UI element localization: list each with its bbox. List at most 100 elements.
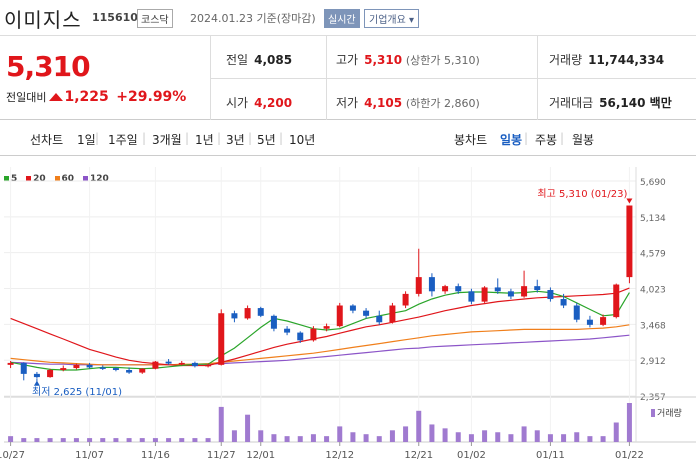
candle-chart-label: 봉차트 <box>454 133 488 147</box>
tab-1d[interactable]: 1일 <box>77 133 96 147</box>
volume-bar <box>87 438 93 442</box>
tab-1y[interactable]: 1년 <box>195 133 214 147</box>
volume-bar <box>126 438 132 442</box>
candle-body <box>376 315 383 323</box>
company-info-dropdown[interactable]: 기업개요 ▾ <box>364 9 419 28</box>
candle-body <box>613 284 620 318</box>
open-price: 시가 4,200 <box>226 96 293 110</box>
divider: | <box>248 131 253 145</box>
legend-ma120: 120 <box>82 174 109 184</box>
current-price: 5,310 <box>6 50 91 83</box>
volume-bar <box>192 438 198 442</box>
x-tick-label: 11/27 <box>207 450 236 461</box>
candle-body <box>389 305 396 323</box>
tab-monthly[interactable]: 월봉 <box>572 133 595 147</box>
candle-body <box>205 364 212 367</box>
volume-bar <box>600 436 606 442</box>
candle-body <box>415 277 422 294</box>
candle-body <box>165 361 172 364</box>
volume-bar <box>231 430 237 442</box>
candle-body <box>152 361 159 369</box>
candle-body <box>178 362 185 365</box>
y-tick-label: 2,912 <box>640 357 666 367</box>
volume-bar <box>376 436 382 442</box>
volume-label: 거래량 <box>657 407 682 419</box>
tab-daily[interactable]: 일봉 <box>500 133 523 147</box>
volume: 거래량 11,744,334 <box>549 53 665 67</box>
min-arrow-head-icon <box>33 380 40 386</box>
volume-bar <box>534 430 540 442</box>
candle-body <box>99 367 106 369</box>
market-badge: 코스닥 <box>137 9 173 28</box>
low-price: 저가 4,105 (하한가 2,860) <box>336 96 480 110</box>
tab-5y[interactable]: 5년 <box>257 133 276 147</box>
volume-bar <box>284 436 290 442</box>
price-change: 전일대비 1,225 +29.99% <box>6 89 186 105</box>
ma20-line <box>10 287 630 367</box>
volume-bar <box>34 438 40 442</box>
candle-body <box>310 328 317 341</box>
x-tick-label: 12/21 <box>404 450 433 461</box>
volume-bar <box>47 438 53 442</box>
y-tick-label: 3,468 <box>640 321 666 331</box>
candle-body <box>191 362 198 367</box>
candle-body <box>86 364 93 368</box>
max-arrow-head-icon <box>626 198 633 204</box>
volume-bar <box>508 434 514 442</box>
legend-ma5: 5 <box>4 174 17 184</box>
volume-bar <box>8 436 14 442</box>
ma-legend: 5 20 60 120 <box>4 174 115 184</box>
tab-weekly[interactable]: 주봉 <box>535 133 558 147</box>
volume-bar <box>21 438 27 442</box>
candle-body <box>600 317 607 325</box>
change-label: 전일대비 <box>6 91 47 104</box>
candle-body <box>521 286 528 297</box>
x-tick-label: 11/16 <box>141 450 170 461</box>
price-summary: 5,310 전일대비 1,225 +29.99% <box>0 36 696 120</box>
candle-body <box>218 313 225 365</box>
tab-3m[interactable]: 3개월 <box>152 133 182 147</box>
candle-body <box>442 286 449 292</box>
change-rate: +29.99% <box>116 89 187 105</box>
legend-ma60: 60 <box>54 174 74 184</box>
tab-1w[interactable]: 1주일 <box>108 133 138 147</box>
candle-body <box>112 368 119 371</box>
candle-body <box>547 290 554 300</box>
y-tick-label: 4,023 <box>640 286 666 296</box>
candle-body <box>20 362 27 374</box>
tab-10y[interactable]: 10년 <box>289 133 316 147</box>
candle-body <box>297 332 304 341</box>
ma60-line <box>10 324 630 366</box>
tab-3y[interactable]: 3년 <box>226 133 245 147</box>
volume-bar <box>574 432 580 442</box>
candle-body <box>428 277 435 292</box>
volume-bar <box>245 414 251 442</box>
candle-body <box>257 308 264 316</box>
candle-body <box>284 328 291 333</box>
divider: | <box>142 131 147 145</box>
candle-body <box>244 308 251 319</box>
min-annotation: 최저 2,625 (11/01) <box>32 386 122 398</box>
x-tick-label: 12/01 <box>246 450 275 461</box>
volume-bar <box>429 424 435 442</box>
up-arrow-icon <box>49 93 64 101</box>
x-tick-label: 01/22 <box>615 450 644 461</box>
legend-ma20: 20 <box>26 174 46 184</box>
candlestick-chart[interactable]: 5,690 5,134 4,579 4,023 3,468 2,912 2,357 10/27… <box>0 157 696 469</box>
volume-bar <box>613 422 619 442</box>
candle-body <box>586 319 593 325</box>
divider: | <box>524 131 529 145</box>
volume-bar <box>166 438 172 442</box>
x-tick-label: 10/27 <box>0 450 25 461</box>
divider: | <box>185 131 190 145</box>
volume-bar <box>297 436 303 442</box>
change-value: 1,225 <box>64 89 109 105</box>
realtime-button[interactable]: 실시간 <box>324 9 360 28</box>
volume-bar <box>139 438 145 442</box>
candle-body <box>626 205 633 278</box>
volume-bar <box>482 430 488 442</box>
volume-bar <box>337 426 343 442</box>
volume-bar <box>468 434 474 442</box>
x-tick-label: 12/12 <box>325 450 354 461</box>
volume-bar <box>60 438 66 442</box>
